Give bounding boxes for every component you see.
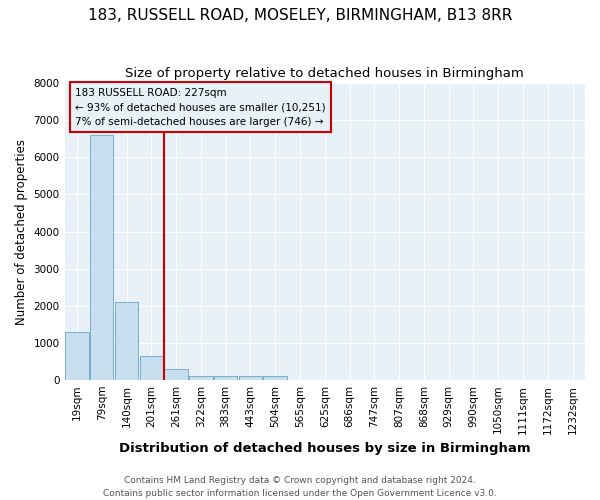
Bar — [65, 332, 89, 380]
Bar — [189, 376, 212, 380]
X-axis label: Distribution of detached houses by size in Birmingham: Distribution of detached houses by size … — [119, 442, 530, 455]
Y-axis label: Number of detached properties: Number of detached properties — [15, 138, 28, 324]
Text: 183 RUSSELL ROAD: 227sqm
← 93% of detached houses are smaller (10,251)
7% of sem: 183 RUSSELL ROAD: 227sqm ← 93% of detach… — [75, 88, 326, 127]
Bar — [214, 376, 238, 380]
Title: Size of property relative to detached houses in Birmingham: Size of property relative to detached ho… — [125, 68, 524, 80]
Text: 183, RUSSELL ROAD, MOSELEY, BIRMINGHAM, B13 8RR: 183, RUSSELL ROAD, MOSELEY, BIRMINGHAM, … — [88, 8, 512, 22]
Text: Contains HM Land Registry data © Crown copyright and database right 2024.
Contai: Contains HM Land Registry data © Crown c… — [103, 476, 497, 498]
Bar — [239, 376, 262, 380]
Bar — [115, 302, 138, 380]
Bar — [90, 135, 113, 380]
Bar — [164, 369, 188, 380]
Bar — [140, 356, 163, 380]
Bar — [263, 376, 287, 380]
